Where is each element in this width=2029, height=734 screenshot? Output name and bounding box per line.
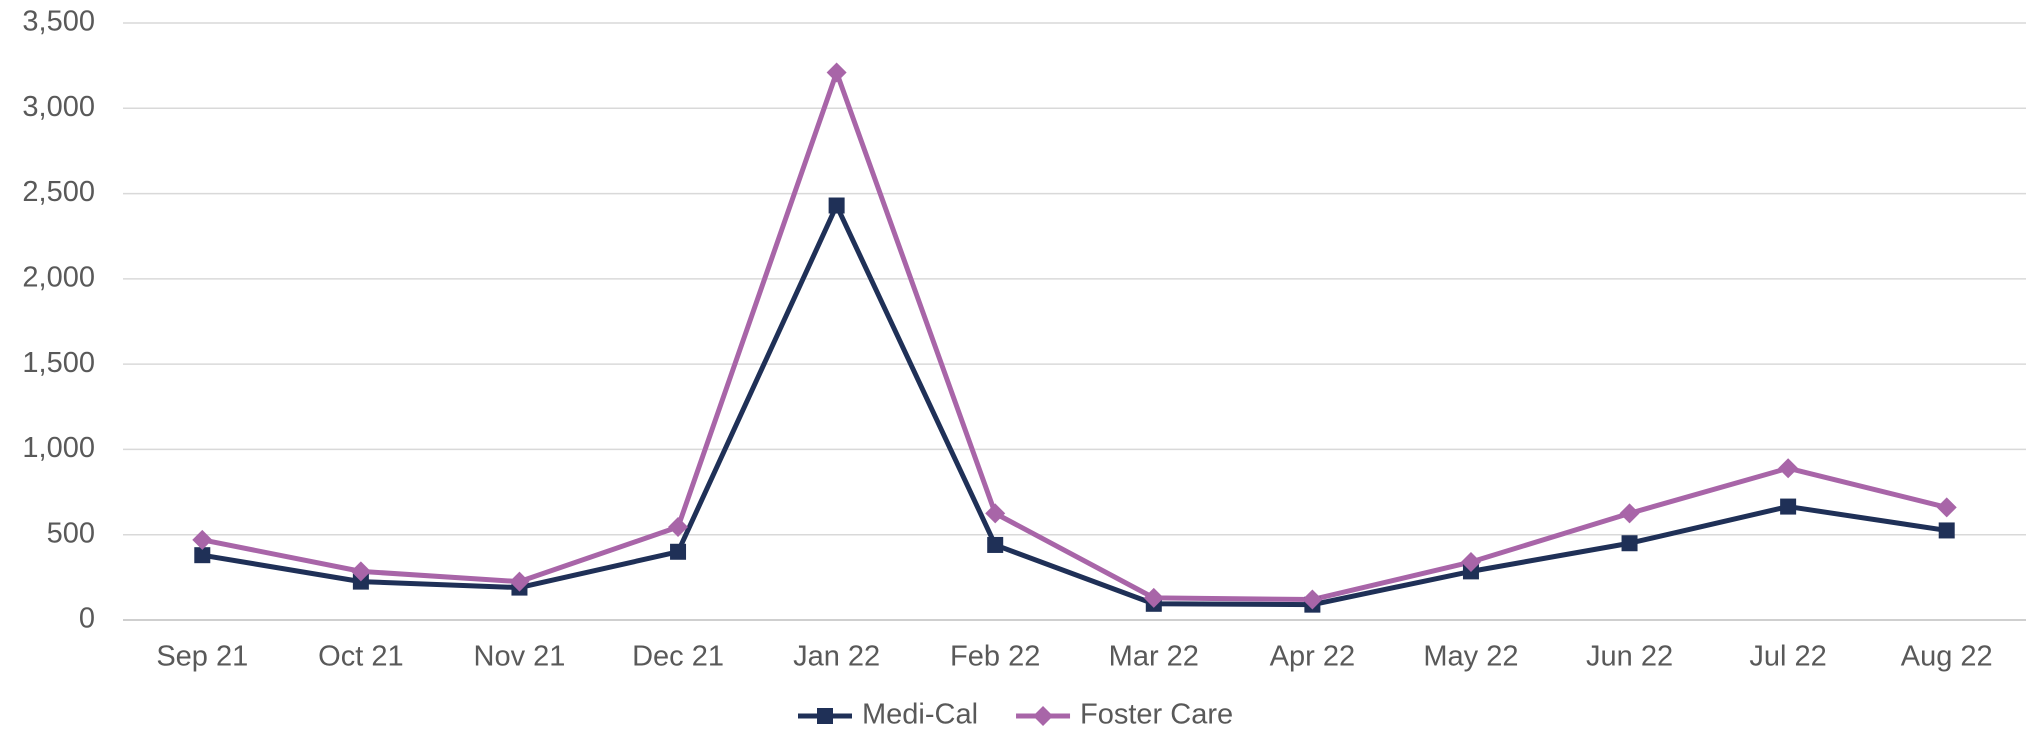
data-point (985, 503, 1006, 524)
series-line (201, 69, 1948, 603)
y-tick-label: 0 (79, 603, 95, 635)
y-tick-label: 2,500 (22, 176, 95, 208)
data-point (828, 197, 845, 214)
data-point (1302, 589, 1323, 610)
data-point (509, 571, 530, 592)
x-tick-label: May 22 (1423, 641, 1518, 673)
x-tick-label: Oct 21 (318, 641, 403, 673)
data-point (668, 517, 689, 538)
data-point (352, 573, 369, 590)
x-tick-label: Aug 22 (1901, 641, 1993, 673)
x-tick-label: Jan 22 (793, 641, 880, 673)
series-line (201, 203, 1948, 608)
legend-marker (1033, 706, 1054, 726)
data-point (1619, 503, 1640, 524)
y-tick-label: 3,500 (22, 6, 95, 38)
data-point (194, 547, 211, 564)
data-point (826, 62, 847, 83)
data-point (1460, 552, 1481, 573)
x-tick-label: Mar 22 (1109, 641, 1199, 673)
data-point (1938, 522, 1955, 539)
x-tick-label: Sep 21 (156, 641, 248, 673)
y-tick-label: 1,500 (22, 347, 95, 379)
y-tick-label: 2,000 (22, 262, 95, 294)
x-tick-label: Jun 22 (1586, 641, 1673, 673)
y-tick-label: 500 (47, 517, 95, 549)
data-point (1621, 535, 1638, 552)
data-point (192, 529, 213, 550)
legend-label: Medi-Cal (862, 699, 978, 731)
data-point (987, 536, 1004, 553)
y-tick-label: 1,000 (22, 432, 95, 464)
data-point (350, 561, 371, 582)
x-tick-label: Dec 21 (632, 641, 724, 673)
legend-label: Foster Care (1080, 699, 1233, 731)
data-point (1936, 497, 1957, 518)
data-point (1143, 587, 1164, 608)
y-tick-label: 3,000 (22, 91, 95, 123)
data-point (1778, 458, 1799, 479)
x-tick-label: Apr 22 (1270, 641, 1355, 673)
x-tick-label: Nov 21 (474, 641, 566, 673)
data-point (670, 543, 687, 560)
x-tick-label: Jul 22 (1749, 641, 1826, 673)
x-tick-label: Feb 22 (950, 641, 1040, 673)
data-point (1780, 498, 1797, 515)
legend-marker (817, 708, 833, 724)
